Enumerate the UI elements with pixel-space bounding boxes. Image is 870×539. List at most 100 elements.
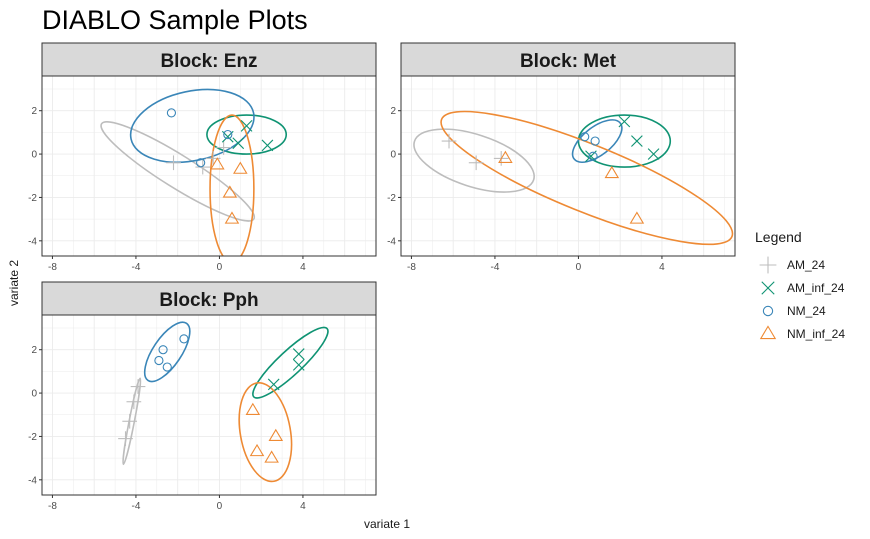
panel-strip <box>41 42 377 77</box>
ellipse-nm-inf-24 <box>440 110 734 246</box>
point-am-inf-24 <box>631 135 643 147</box>
point-nm-inf-24 <box>264 450 279 463</box>
point-nm-24 <box>154 355 164 366</box>
x-tick-label: -8 <box>48 501 57 512</box>
y-axis-title: variate 2 <box>7 260 21 306</box>
point-nm-inf-24 <box>268 428 284 441</box>
point-am-24 <box>216 140 231 155</box>
ticks: -8 -4 0 4 -4 -2 0 2 <box>28 106 306 273</box>
legend: Legend AM_24 AM_inf_24 NM_24 NM_inf_24 <box>755 229 845 341</box>
panel-block-pph: Block: Pph -8 -4 0 4 -4 -2 0 2 <box>28 281 377 512</box>
ellipse-am-inf-24 <box>206 114 288 155</box>
plot-area <box>42 76 376 256</box>
points <box>166 108 274 224</box>
y-tick-label: 0 <box>31 389 37 400</box>
points <box>441 115 660 224</box>
point-nm-inf-24 <box>224 211 240 224</box>
point-am-24 <box>195 159 211 175</box>
panel-border <box>400 75 736 257</box>
point-nm-inf-24 <box>245 402 261 415</box>
ellipse-am-24 <box>100 121 256 222</box>
ellipses <box>100 88 288 256</box>
ellipse-am-24 <box>413 128 535 193</box>
legend-item-am-24: AM_24 <box>759 256 825 274</box>
point-nm-inf-24 <box>222 185 238 198</box>
ellipse-nm-inf-24 <box>238 381 293 483</box>
point-nm-24 <box>580 132 590 142</box>
point-nm-24 <box>590 136 600 146</box>
point-nm-inf-24 <box>210 157 225 170</box>
y-tick-label: 2 <box>31 106 37 117</box>
legend-key-nm-inf-24 <box>759 325 777 340</box>
ellipses <box>413 110 734 246</box>
point-am-inf-24 <box>232 137 245 150</box>
x-tick-label: 4 <box>659 262 665 273</box>
y-tick-label: 0 <box>390 150 396 161</box>
x-tick-label: 0 <box>576 262 582 273</box>
plot-panels: Block: Enz -8 -4 0 4 -4 -2 0 2 Block: Met -8 -4 0 4 -4… <box>28 42 736 512</box>
point-nm-inf-24 <box>233 161 248 174</box>
point-am-24 <box>130 379 146 394</box>
point-am-24 <box>166 155 181 171</box>
x-axis-title: variate 1 <box>364 517 410 531</box>
x-tick-label: 0 <box>217 501 223 512</box>
panel-block-met: Block: Met -8 -4 0 4 -4 -2 0 2 <box>387 42 736 273</box>
y-tick-label: -4 <box>28 236 37 247</box>
point-nm-inf-24 <box>604 165 620 179</box>
panel-border <box>41 75 377 257</box>
point-nm-24 <box>162 362 172 372</box>
ellipse-am-inf-24 <box>252 326 329 399</box>
legend-title: Legend <box>755 229 802 245</box>
x-tick-label: 0 <box>217 262 223 273</box>
panel-title: Block: Pph <box>159 290 258 311</box>
legend-item-nm-inf-24: NM_inf_24 <box>759 325 845 341</box>
point-nm-24 <box>196 158 206 168</box>
y-tick-label: 2 <box>390 106 396 117</box>
point-am-inf-24 <box>647 148 660 160</box>
ellipse-nm-24 <box>129 88 255 164</box>
legend-label: NM_24 <box>787 304 826 318</box>
points <box>118 334 305 463</box>
ticks: -8 -4 0 4 -4 -2 0 2 <box>28 345 306 512</box>
point-am-inf-24 <box>240 120 253 132</box>
ellipse-nm-24 <box>571 119 623 164</box>
grid <box>42 315 376 495</box>
legend-label: AM_inf_24 <box>787 281 845 295</box>
point-nm-24 <box>223 129 233 140</box>
grid <box>42 76 376 256</box>
point-nm-24 <box>166 108 177 118</box>
panel-border <box>41 314 377 496</box>
point-am-24 <box>122 413 138 429</box>
point-am-inf-24 <box>618 115 631 128</box>
y-tick-label: 2 <box>31 345 37 356</box>
point-am-inf-24 <box>292 359 305 371</box>
legend-item-am-inf-24: AM_inf_24 <box>761 281 845 295</box>
plot-area <box>401 76 735 256</box>
point-nm-inf-24 <box>498 150 513 163</box>
y-tick-label: -2 <box>28 193 37 204</box>
x-tick-label: -8 <box>48 262 57 273</box>
x-tick-label: -8 <box>407 262 416 273</box>
point-am-inf-24 <box>292 348 305 360</box>
point-am-inf-24 <box>267 378 280 391</box>
plot-area <box>42 315 376 495</box>
point-am-24 <box>468 155 484 171</box>
x-tick-label: -4 <box>131 501 140 512</box>
y-tick-label: -2 <box>387 193 396 204</box>
legend-key-am-inf-24 <box>761 281 775 295</box>
grid <box>401 76 735 256</box>
ellipse-nm-24 <box>143 321 191 383</box>
legend-key-am-24 <box>759 256 777 274</box>
y-tick-label: -4 <box>387 236 396 247</box>
legend-key-nm-24 <box>762 305 774 317</box>
figure-title: DIABLO Sample Plots <box>42 5 308 35</box>
point-nm-24 <box>588 151 598 161</box>
panel-strip <box>400 42 736 77</box>
legend-label: AM_24 <box>787 258 825 272</box>
legend-item-nm-24: NM_24 <box>762 304 826 318</box>
legend-label: NM_inf_24 <box>787 327 845 341</box>
point-am-24 <box>441 133 457 149</box>
point-nm-24 <box>179 334 189 344</box>
panel-title: Block: Met <box>520 51 617 72</box>
y-tick-label: -4 <box>28 475 37 486</box>
